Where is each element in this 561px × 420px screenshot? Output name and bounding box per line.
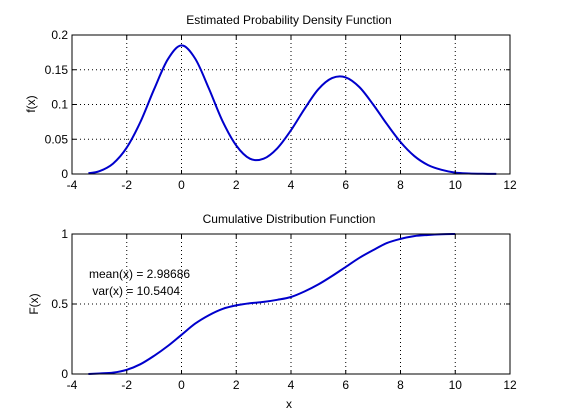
pdf-x-tick-label: 2 bbox=[233, 178, 240, 192]
cdf-x-tick-label: -4 bbox=[67, 378, 78, 392]
pdf-y-ticks: 0 0.05 0.1 0.15 0.2 bbox=[45, 28, 510, 181]
pdf-y-tick-label: 0.1 bbox=[51, 98, 68, 112]
cdf-x-tick-label: 12 bbox=[503, 378, 517, 392]
cdf-series-line-0 bbox=[88, 233, 456, 375]
cdf-y-tick-label: 0 bbox=[61, 367, 68, 381]
cdf-xlabel: x bbox=[286, 397, 292, 411]
pdf-x-tick-label: 12 bbox=[503, 178, 517, 192]
pdf-title: Estimated Probability Density Function bbox=[186, 13, 391, 27]
cdf-x-ticks: -4 -2 0 2 4 6 8 10 12 bbox=[67, 234, 517, 392]
pdf-series-line-0 bbox=[88, 44, 497, 175]
pdf-panel: Estimated Probability Density Function f… bbox=[24, 13, 517, 192]
cdf-y-tick-label: 1 bbox=[61, 227, 68, 241]
cdf-y-tick-label: 0.5 bbox=[51, 297, 68, 311]
cdf-grid bbox=[72, 234, 510, 374]
pdf-y-tick-label: 0.05 bbox=[45, 132, 69, 146]
pdf-y-tick-label: 0.15 bbox=[45, 63, 69, 77]
cdf-series bbox=[88, 233, 456, 375]
pdf-ylabel: f(x) bbox=[24, 95, 38, 112]
cdf-x-tick-label: -2 bbox=[121, 378, 132, 392]
pdf-x-ticks: -4 -2 0 2 4 6 8 10 12 bbox=[67, 35, 517, 192]
pdf-x-tick-label: -2 bbox=[121, 178, 132, 192]
pdf-series bbox=[88, 44, 497, 175]
pdf-x-tick-label: 4 bbox=[288, 178, 295, 192]
cdf-title: Cumulative Distribution Function bbox=[203, 212, 376, 226]
pdf-x-tick-label: 8 bbox=[397, 178, 404, 192]
cdf-y-ticks: 00.51 bbox=[51, 227, 510, 381]
pdf-y-tick-label: 0 bbox=[61, 167, 68, 181]
cdf-x-tick-label: 8 bbox=[397, 378, 404, 392]
pdf-x-tick-label: 0 bbox=[178, 178, 185, 192]
pdf-x-tick-label: 6 bbox=[342, 178, 349, 192]
pdf-y-tick-label: 0.2 bbox=[51, 28, 68, 42]
pdf-x-tick-label: -4 bbox=[67, 178, 78, 192]
cdf-ylabel: F(x) bbox=[27, 293, 41, 314]
cdf-x-tick-label: 0 bbox=[178, 378, 185, 392]
cdf-annotation-var: var(x) = 10.5404 bbox=[89, 284, 180, 298]
cdf-panel: Cumulative Distribution Function F(x) x … bbox=[27, 212, 517, 411]
cdf-x-tick-label: 4 bbox=[288, 378, 295, 392]
cdf-x-tick-label: 6 bbox=[342, 378, 349, 392]
cdf-x-tick-label: 10 bbox=[449, 378, 463, 392]
pdf-x-tick-label: 10 bbox=[449, 178, 463, 192]
cdf-x-tick-label: 2 bbox=[233, 378, 240, 392]
pdf-grid bbox=[72, 35, 510, 174]
cdf-annotation-mean: mean(x) = 2.98686 bbox=[89, 267, 190, 281]
